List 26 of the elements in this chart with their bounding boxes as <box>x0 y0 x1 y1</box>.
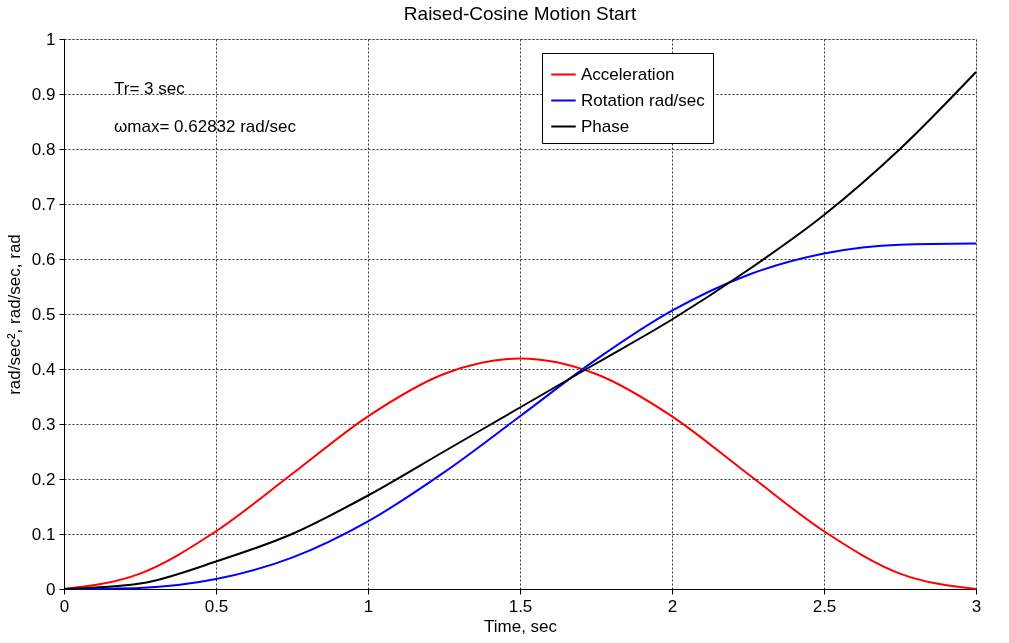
x-tick-label: 2.5 <box>812 596 837 616</box>
y-tick-label: 1 <box>46 29 56 49</box>
x-tick-label: 0.5 <box>204 596 229 616</box>
y-tick-label: 0.5 <box>31 304 56 324</box>
x-tick-label: 1 <box>363 596 374 616</box>
y-tick-label: 0.9 <box>31 84 56 104</box>
legend-label: Acceleration <box>581 64 675 84</box>
y-tick-label: 0.7 <box>31 194 56 214</box>
annotation: ωmax= 0.62832 rad/sec <box>114 117 297 136</box>
y-tick-label: 0 <box>46 579 56 599</box>
x-tick-label: 0 <box>59 596 70 616</box>
y-tick-label: 0.6 <box>31 249 56 269</box>
legend-label: Rotation rad/sec <box>581 90 706 110</box>
legend-label: Phase <box>581 116 630 136</box>
y-tick-label: 0.2 <box>31 469 56 489</box>
y-axis-title: rad/sec², rad/sec, rad <box>4 234 24 395</box>
x-tick-label: 2 <box>667 596 678 616</box>
x-tick-label: 1.5 <box>508 596 533 616</box>
y-tick-label: 0.3 <box>31 414 56 434</box>
y-tick-label: 0.8 <box>31 139 56 159</box>
x-tick-label: 3 <box>971 596 982 616</box>
chart-title: Raised-Cosine Motion Start <box>403 3 637 24</box>
y-tick-label: 0.1 <box>31 524 56 544</box>
x-axis-title: Time, sec <box>483 616 558 636</box>
annotation: Tr= 3 sec <box>114 79 186 98</box>
y-tick-label: 0.4 <box>31 359 56 379</box>
